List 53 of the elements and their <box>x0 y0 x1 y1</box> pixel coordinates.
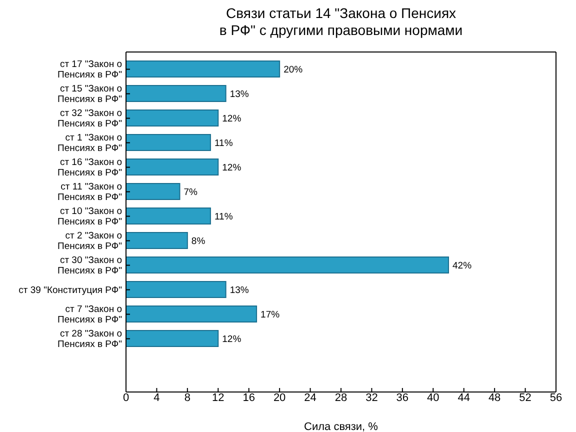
bar <box>126 232 188 249</box>
data-label: 12% <box>222 334 242 345</box>
x-tick-label: 12 <box>212 392 224 404</box>
y-tick-label: ст 32 "Закон о Пенсиях в РФ" <box>58 108 122 129</box>
y-tick-label: ст 17 "Закон о Пенсиях в РФ" <box>58 58 122 80</box>
y-tick-label: ст 7 "Закон о Пенсиях в РФ" <box>58 304 122 325</box>
x-tick-label: 8 <box>184 392 190 404</box>
x-tick-label: 52 <box>519 392 532 404</box>
bar <box>126 60 280 78</box>
y-tick-label: ст 16 "Закон о Пенсиях в РФ" <box>58 156 122 178</box>
data-label: 8% <box>191 236 206 247</box>
bar <box>126 183 180 200</box>
data-label: 7% <box>184 186 198 198</box>
y-tick-label: ст 15 "Закон о Пенсиях в РФ" <box>58 83 122 104</box>
y-tick-label: ст 10 "Закон о Пенсиях в РФ" <box>58 206 122 227</box>
bar <box>126 134 211 151</box>
data-label: 11% <box>214 138 234 149</box>
bar <box>126 330 219 347</box>
data-label: 12% <box>222 113 242 124</box>
x-axis-title: Сила связи, % <box>304 421 378 432</box>
y-tick-label: ст 39 "Конституция РФ" <box>18 284 122 296</box>
bar <box>126 158 219 176</box>
bar <box>126 256 449 274</box>
y-tick-label: ст 28 "Закон о Пенсиях в РФ" <box>58 328 122 350</box>
x-tick-label: 4 <box>154 392 160 404</box>
y-tick-label: ст 1 "Закон о Пенсиях в РФ" <box>58 132 122 154</box>
data-label: 13% <box>230 88 250 100</box>
data-label: 17% <box>260 309 280 320</box>
bar <box>126 281 226 298</box>
x-tick-label: 56 <box>550 392 562 404</box>
y-tick-label: ст 2 "Закон о Пенсиях в РФ" <box>58 230 122 252</box>
x-tick-label: 48 <box>488 392 501 404</box>
data-label: 13% <box>230 284 250 296</box>
x-tick-label: 40 <box>427 392 440 404</box>
bar <box>126 85 226 102</box>
data-label: 42% <box>452 260 472 272</box>
x-tick-label: 20 <box>273 392 286 404</box>
bar <box>126 110 219 126</box>
data-label: 20% <box>284 64 304 76</box>
data-label: 11% <box>214 211 234 222</box>
bar <box>126 208 211 224</box>
x-tick-label: 36 <box>396 392 409 404</box>
x-tick-label: 16 <box>242 392 255 404</box>
bar <box>126 306 258 322</box>
x-tick-label: 0 <box>122 392 130 404</box>
y-tick-label: ст 11 "Закон о Пенсиях в РФ" <box>58 181 122 202</box>
x-tick-label: 32 <box>366 392 378 404</box>
chart-title: Связи статьи 14 "Закона о Пенсиях в РФ" с другими правовыми нормами <box>218 5 464 39</box>
data-label: 12% <box>222 162 242 174</box>
y-tick-label: ст 30 "Закон о Пенсиях в РФ" <box>58 254 122 276</box>
x-tick-label: 44 <box>458 392 470 404</box>
x-tick-label: 24 <box>304 392 316 404</box>
x-tick-label: 28 <box>334 392 348 404</box>
